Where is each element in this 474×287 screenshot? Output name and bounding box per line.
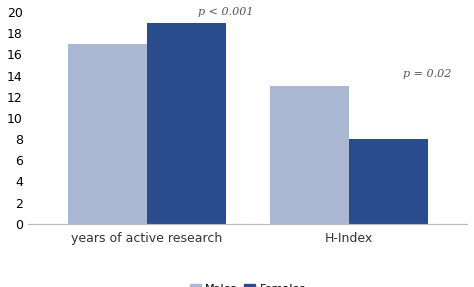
Bar <box>348 139 428 224</box>
Text: p = 0.02: p = 0.02 <box>403 69 452 79</box>
Text: p < 0.001: p < 0.001 <box>198 7 254 17</box>
Legend: Males, Females: Males, Females <box>185 280 310 287</box>
Bar <box>68 44 147 224</box>
Bar <box>270 86 348 224</box>
Bar <box>147 23 226 224</box>
